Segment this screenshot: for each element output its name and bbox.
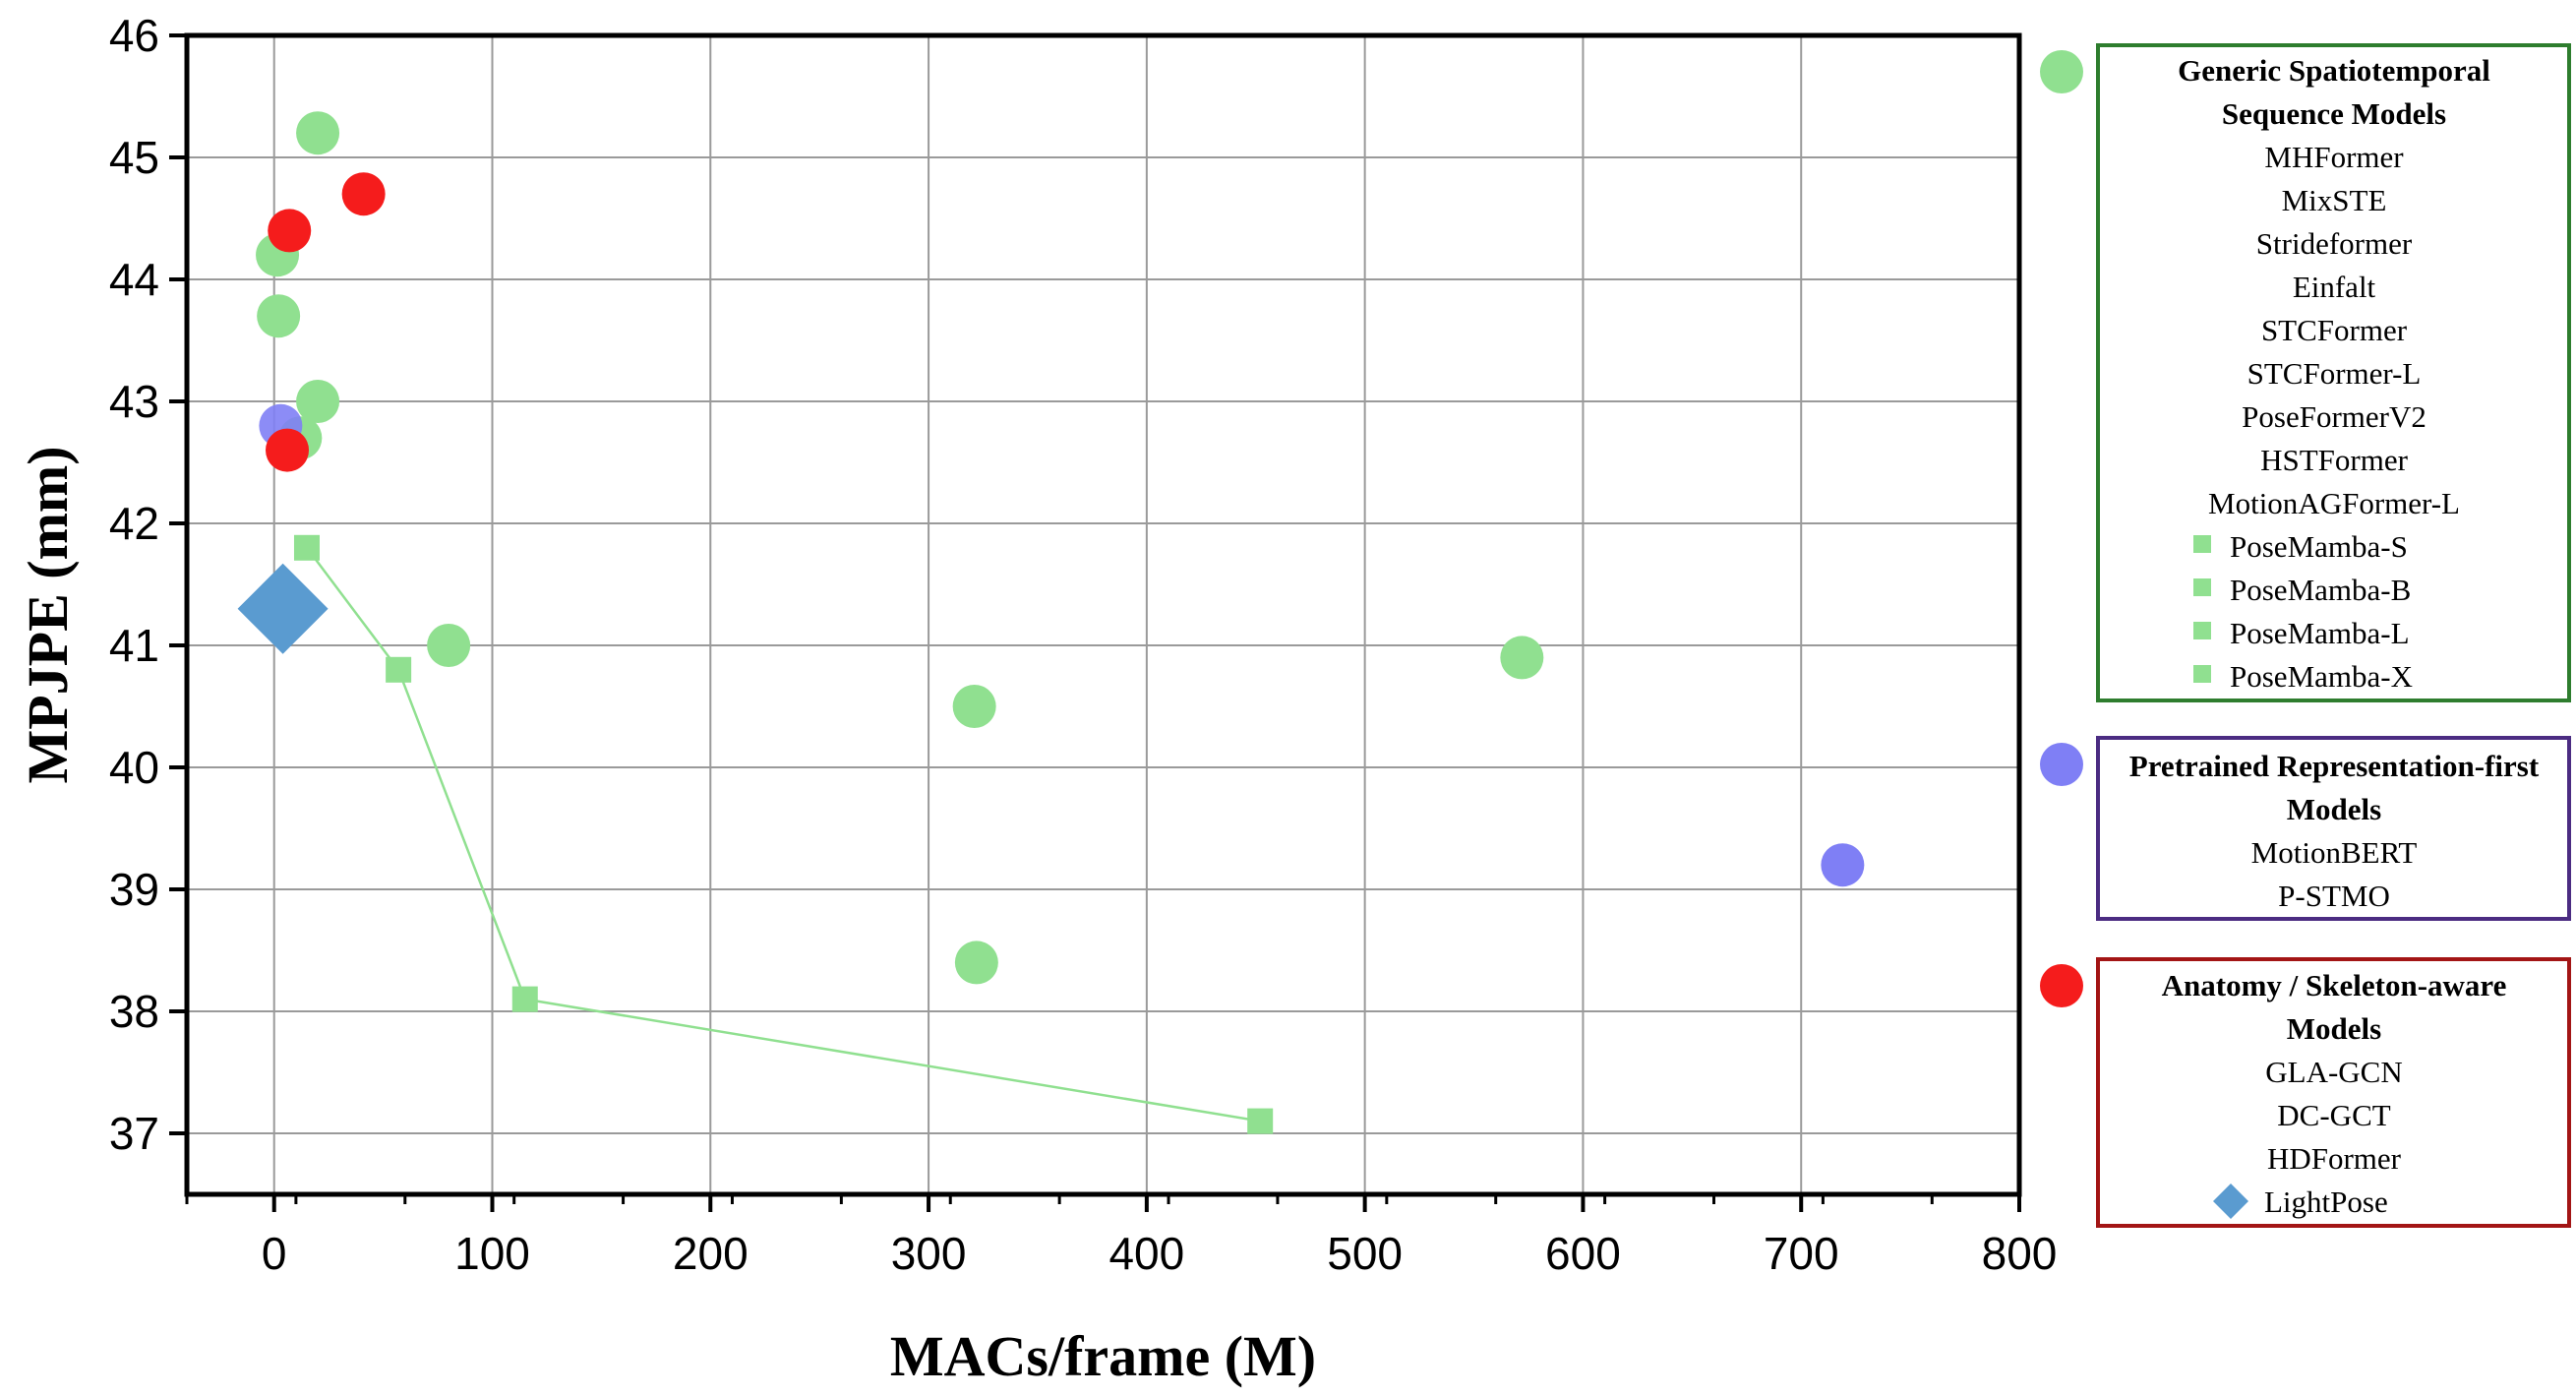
y-tick-label: 41 xyxy=(109,620,159,671)
legend-entry: STCFormer xyxy=(2261,313,2408,347)
legend-entry: PoseMamba-B xyxy=(2230,573,2411,607)
legend-entry: HSTFormer xyxy=(2260,443,2409,477)
legend-square-marker xyxy=(2193,665,2211,683)
legend-group-title: Models xyxy=(2287,1011,2381,1046)
data-marks xyxy=(237,111,1865,1134)
x-tick-label: 200 xyxy=(673,1228,749,1279)
legend-entry: Strideformer xyxy=(2256,226,2413,261)
posemamba-point xyxy=(293,534,320,561)
y-tick-label: 45 xyxy=(109,132,159,183)
legend-box xyxy=(2096,43,2571,702)
x-tick-label: 100 xyxy=(454,1228,530,1279)
posemamba-point xyxy=(511,986,538,1012)
legend-group-marker xyxy=(2040,50,2083,93)
y-tick-label: 46 xyxy=(109,10,159,61)
legend-group-title: Pretrained Representation-first xyxy=(2129,749,2540,783)
legend-square-marker xyxy=(2193,578,2211,596)
legend-box xyxy=(2096,736,2571,921)
plot-frame xyxy=(184,32,2022,1197)
posemamba-point xyxy=(1247,1108,1274,1134)
legend-square-marker xyxy=(2193,622,2211,639)
legend-group-marker xyxy=(2040,964,2083,1007)
legend-diamond-marker xyxy=(2213,1184,2248,1219)
legend-entry: PoseMamba-L xyxy=(2230,616,2410,650)
data-point-anatomy xyxy=(266,428,310,472)
y-tick-label: 39 xyxy=(109,864,159,915)
y-tick-label: 40 xyxy=(109,742,159,793)
y-tick-label: 42 xyxy=(109,498,159,549)
x-tick-label: 0 xyxy=(262,1228,287,1279)
x-tick-label: 500 xyxy=(1327,1228,1403,1279)
legend-entry: STCFormer-L xyxy=(2247,356,2422,391)
x-tick-label: 400 xyxy=(1108,1228,1184,1279)
posemamba-series-line xyxy=(305,547,1261,1123)
legend-box xyxy=(2096,957,2571,1228)
legend-entry: P-STMO xyxy=(2278,879,2390,913)
legend-entry: LightPose xyxy=(2264,1184,2388,1219)
x-tick-label: 600 xyxy=(1545,1228,1621,1279)
y-tick-label: 44 xyxy=(109,254,159,305)
data-point-generic xyxy=(954,941,998,985)
legend-group-title: Anatomy / Skeleton-aware xyxy=(2162,968,2507,1002)
legend-group-title: Models xyxy=(2287,792,2381,826)
data-point-pretrained xyxy=(1821,843,1865,887)
y-tick-label: 43 xyxy=(109,376,159,427)
posemamba-point xyxy=(386,656,412,683)
legend-square-marker xyxy=(2193,535,2211,553)
legend-entry: PoseFormerV2 xyxy=(2242,399,2426,434)
y-tick-label: 37 xyxy=(109,1108,159,1159)
y-tick-label: 38 xyxy=(109,986,159,1037)
lightpose-point xyxy=(237,563,329,654)
legend-entry: MotionBERT xyxy=(2251,835,2418,870)
x-axis-label: MACs/frame (M) xyxy=(890,1324,1316,1388)
data-point-generic xyxy=(952,685,996,728)
x-tick-label: 700 xyxy=(1764,1228,1839,1279)
x-tick-label: 300 xyxy=(891,1228,967,1279)
legend-entry: PoseMamba-X xyxy=(2230,659,2413,694)
data-point-generic xyxy=(427,624,471,667)
legend: Generic Spatiotemporal Sequence Models MHF… xyxy=(2040,43,2571,1228)
data-point-anatomy xyxy=(341,172,386,216)
axis-ticks xyxy=(169,33,2021,1212)
grid-lines xyxy=(187,34,2020,1194)
legend-group-title: Sequence Models xyxy=(2222,96,2446,131)
data-point-generic xyxy=(296,111,340,155)
legend-group-title: Generic Spatiotemporal xyxy=(2178,53,2490,88)
legend-entry: MotionAGFormer-L xyxy=(2208,486,2460,520)
legend-entry: GLA-GCN xyxy=(2265,1055,2403,1089)
legend-entry: MHFormer xyxy=(2264,140,2404,174)
y-axis-label: MPJPE (mm) xyxy=(16,446,80,783)
legend-entry: DC-GCT xyxy=(2277,1098,2390,1132)
data-point-generic xyxy=(1500,636,1544,680)
tick-labels: 0 100 200 300 400 500 600 700 800 37 38 39 40 41 42 43 4… xyxy=(109,10,2058,1279)
legend-entry: Einfalt xyxy=(2293,270,2376,304)
legend-entry: MixSTE xyxy=(2282,183,2387,217)
legend-entry: PoseMamba-S xyxy=(2230,529,2408,564)
data-point-generic xyxy=(257,294,301,338)
data-point-generic xyxy=(296,380,340,423)
data-point-anatomy xyxy=(268,209,312,253)
legend-group-marker xyxy=(2040,743,2083,786)
x-tick-label: 800 xyxy=(1982,1228,2058,1279)
legend-entry: HDFormer xyxy=(2267,1141,2402,1176)
